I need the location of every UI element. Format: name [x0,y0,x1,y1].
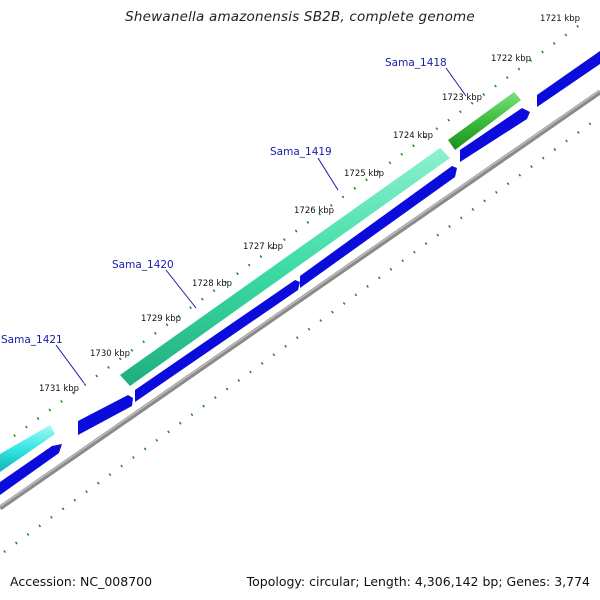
tick-label-1723: 1723 kbp [442,93,482,103]
tick-label-1726: 1726 kbp [294,206,334,216]
cds-arrow [537,51,600,107]
accession-text: Accession: NC_008700 [10,574,153,589]
gene-bars [0,92,521,472]
gene-bar-sama-1421 [0,425,55,472]
gene-label-sama-1419: Sama_1419 [270,146,332,158]
gene-label-sama-1420: Sama_1420 [112,259,174,271]
outer-tick-ring [13,22,582,438]
scale-labels: 1721 kbp 1722 kbp 1723 kbp 1724 kbp 1725… [39,14,580,394]
tick-label-1730: 1730 kbp [90,349,130,359]
gene-leaders [55,67,467,384]
tick-label-1725: 1725 kbp [344,169,384,179]
gene-labels: Sama_1418 Sama_1419 Sama_1420 Sama_1421 [1,57,447,346]
gene-bar-sama-1419 [120,148,450,386]
cds-track [0,51,600,495]
gene-bar-sama-1418 [448,92,521,150]
tick-label-1728: 1728 kbp [192,279,232,289]
cds-arrow [0,444,62,495]
tick-label-1724: 1724 kbp [393,131,433,141]
cds-arrow [78,395,133,435]
gene-label-sama-1421: Sama_1421 [1,334,63,346]
cds-arrow [135,280,300,402]
inner-tick-ring [3,116,599,554]
backbone [0,89,600,511]
gene-label-sama-1418: Sama_1418 [385,57,447,69]
tick-label-1722: 1722 kbp [491,54,531,64]
map-title: Shewanella amazonensis SB2B, complete ge… [125,9,475,25]
tick-label-1721: 1721 kbp [540,14,580,24]
genome-summary-text: Topology: circular; Length: 4,306,142 bp… [246,574,590,589]
cds-arrow [300,166,457,288]
tick-label-1731: 1731 kbp [39,384,79,394]
cds-arrow [460,108,530,162]
tick-label-1727: 1727 kbp [243,242,283,252]
tick-label-1729: 1729 kbp [141,314,181,324]
